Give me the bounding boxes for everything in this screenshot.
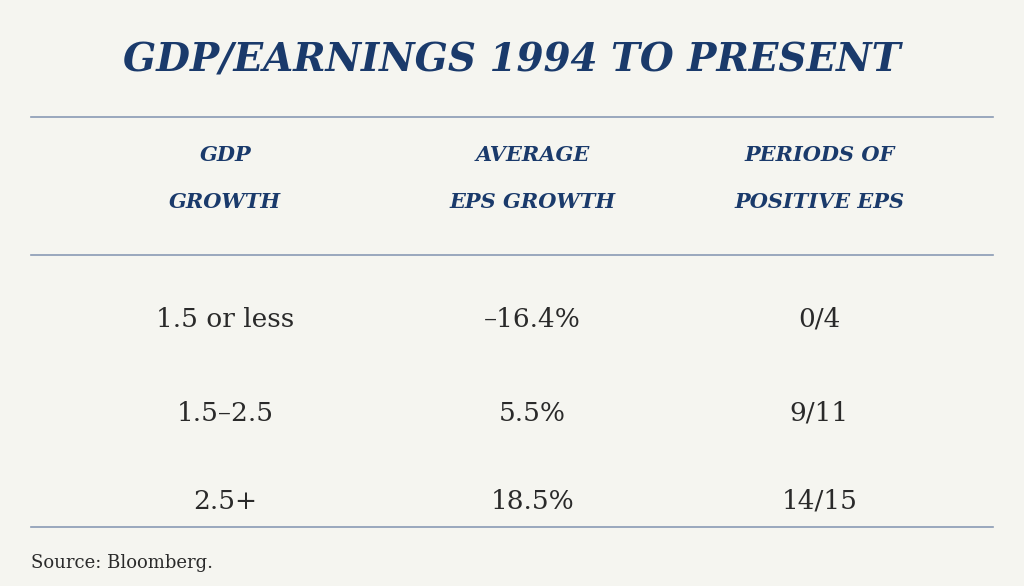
Text: EPS GROWTH: EPS GROWTH xyxy=(450,192,615,212)
Text: GDP/EARNINGS 1994 TO PRESENT: GDP/EARNINGS 1994 TO PRESENT xyxy=(123,41,901,79)
Text: 5.5%: 5.5% xyxy=(499,401,566,425)
Text: GDP: GDP xyxy=(200,145,251,165)
Text: 9/11: 9/11 xyxy=(790,401,849,425)
Text: Source: Bloomberg.: Source: Bloomberg. xyxy=(31,554,213,571)
Text: 2.5+: 2.5+ xyxy=(194,489,257,513)
Text: 1.5–2.5: 1.5–2.5 xyxy=(177,401,273,425)
Text: PERIODS OF: PERIODS OF xyxy=(744,145,894,165)
Text: 18.5%: 18.5% xyxy=(490,489,574,513)
Text: POSITIVE EPS: POSITIVE EPS xyxy=(734,192,904,212)
Text: AVERAGE: AVERAGE xyxy=(475,145,590,165)
Text: 0/4: 0/4 xyxy=(798,307,841,332)
Text: 1.5 or less: 1.5 or less xyxy=(156,307,295,332)
Text: –16.4%: –16.4% xyxy=(484,307,581,332)
Text: 14/15: 14/15 xyxy=(781,489,857,513)
Text: GROWTH: GROWTH xyxy=(169,192,282,212)
